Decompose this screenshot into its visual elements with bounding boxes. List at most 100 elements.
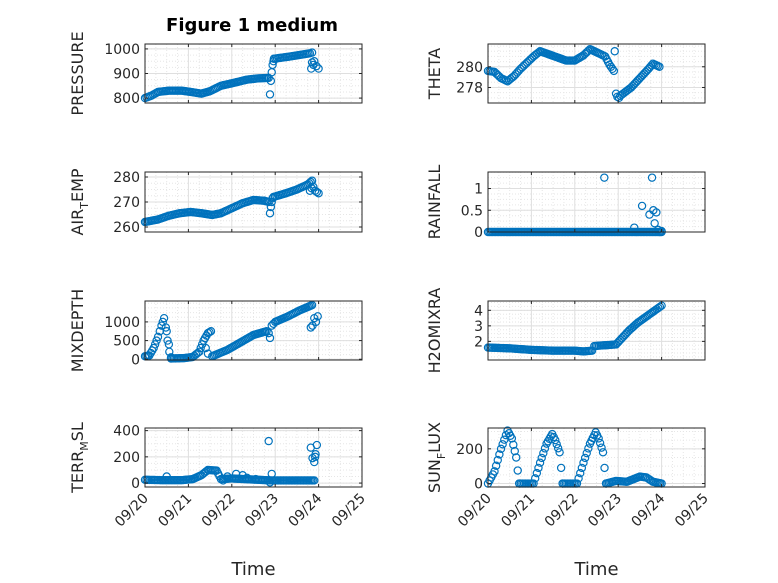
y-tick-label: 260 — [113, 220, 140, 236]
minor-grid — [488, 171, 705, 233]
data-point — [223, 472, 232, 481]
data-point — [510, 446, 519, 456]
data-point — [153, 332, 163, 342]
data-point — [162, 327, 171, 336]
subplot-mixdepth: 0 500 1000 MIXDEPTH — [68, 289, 363, 372]
y-tick-label: 270 — [113, 195, 140, 211]
y-tick-label: 278 — [456, 80, 483, 96]
subplot-h2omixra: 234 H2OMIXRA — [425, 288, 706, 373]
major-grid — [145, 44, 362, 103]
y-axis-label: RAINFALL — [425, 165, 444, 240]
y-axis-label: TERRMSL — [68, 422, 91, 494]
data-point — [164, 340, 174, 349]
data-point — [195, 347, 204, 356]
data-point — [496, 444, 506, 454]
data-point — [265, 333, 275, 343]
data-point — [530, 474, 540, 483]
data-point — [556, 463, 566, 473]
y-tick-label: 0 — [131, 476, 140, 492]
subplot-air_temp: 260 270 280 AIRTEMP — [68, 168, 363, 236]
data-point — [206, 327, 216, 336]
data-point — [251, 474, 260, 484]
data-point — [500, 435, 509, 444]
data-point — [630, 223, 639, 232]
data-point — [310, 476, 319, 485]
data-point — [534, 463, 543, 473]
data-point — [310, 57, 319, 66]
data-point — [608, 64, 617, 74]
data-point — [582, 448, 591, 458]
data-point — [313, 312, 322, 321]
data-point — [205, 327, 214, 337]
axes-frame — [144, 427, 363, 488]
data-point — [310, 457, 319, 467]
data-point — [540, 444, 550, 453]
y-tick-label: 200 — [113, 450, 140, 466]
data-point — [595, 438, 605, 448]
y-axis-label: THETA — [425, 48, 444, 100]
data-point — [311, 317, 321, 327]
data-point — [498, 440, 507, 449]
x-axis-label: Time — [573, 559, 618, 580]
data-point — [312, 187, 322, 197]
data-point — [495, 450, 504, 459]
data-point — [265, 478, 275, 487]
subplot-pressure: 800 900 1000 PRESSURE — [68, 31, 363, 116]
y-tick-label: 1000 — [104, 315, 140, 331]
data-point — [493, 455, 502, 465]
y-tick-label: 0 — [474, 225, 483, 241]
data-point — [201, 343, 210, 353]
data-point — [539, 448, 548, 458]
x-axis-label: Time — [230, 559, 275, 580]
data-point — [609, 66, 619, 76]
data-point — [490, 467, 499, 476]
data-series — [140, 300, 322, 363]
y-tick-label: 800 — [113, 91, 140, 107]
data-point — [306, 177, 315, 187]
data-point — [600, 173, 609, 182]
data-point — [507, 434, 517, 443]
data-series — [140, 48, 323, 103]
data-point — [238, 471, 247, 480]
data-point — [264, 328, 273, 338]
data-point — [610, 47, 619, 56]
data-point — [597, 443, 606, 452]
data-point — [579, 458, 588, 467]
data-point — [650, 219, 659, 228]
data-point — [623, 327, 632, 337]
data-point — [149, 343, 158, 353]
data-point — [162, 472, 171, 481]
data-point — [150, 340, 160, 349]
data-point — [594, 434, 603, 443]
data-point — [512, 453, 521, 462]
data-point — [535, 458, 545, 467]
data-point — [314, 64, 323, 73]
data-point — [264, 436, 273, 446]
axes-frame — [487, 43, 706, 104]
data-point — [314, 189, 323, 198]
y-axis-label: AIRTEMP — [68, 168, 91, 235]
data-point — [306, 323, 315, 332]
data-series — [140, 176, 323, 227]
data-point — [637, 201, 647, 211]
data-point — [491, 461, 501, 470]
data-point — [242, 473, 252, 483]
data-point — [655, 62, 664, 71]
data-point — [509, 440, 518, 449]
data-point — [532, 468, 542, 478]
axes-frame — [487, 171, 706, 233]
major-grid — [488, 301, 705, 360]
y-tick-label: 4 — [474, 303, 483, 319]
axes-frame — [487, 300, 706, 361]
y-tick-label: 0 — [131, 352, 140, 368]
data-point — [265, 90, 275, 99]
axes-frame — [144, 300, 363, 361]
y-tick-label: 280 — [456, 60, 483, 76]
data-point — [307, 48, 317, 57]
y-tick-label: 0 — [474, 477, 483, 493]
data-point — [647, 173, 657, 182]
